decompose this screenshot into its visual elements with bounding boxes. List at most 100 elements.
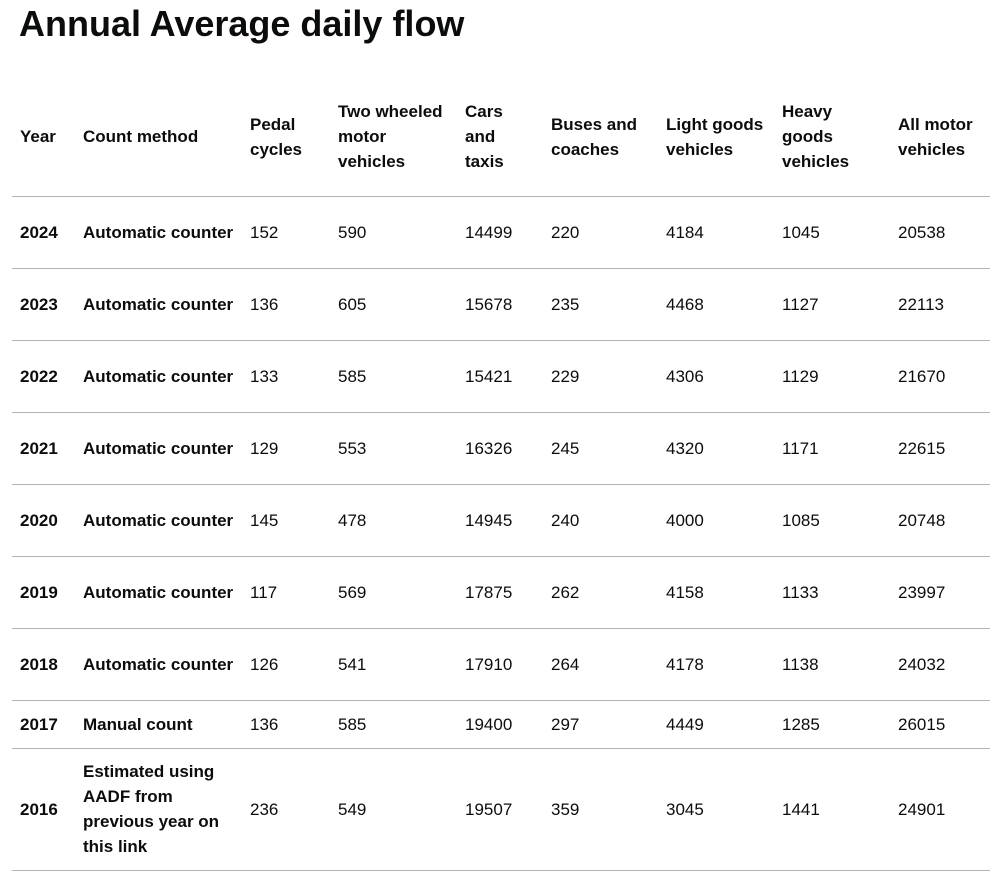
header-all-motor-vehicles: All motor vehicles	[890, 78, 990, 197]
all-motor-vehicles-cell: 21670	[890, 340, 990, 413]
pedal-cycles-cell: 136	[242, 268, 330, 341]
year-cell: 2017	[12, 700, 75, 749]
heavy-goods-cell: 1127	[774, 268, 890, 341]
buses-coaches-cell: 235	[543, 268, 658, 341]
table-header-row: Year Count method Pedal cycles Two wheel…	[12, 78, 990, 197]
light-goods-cell: 4184	[658, 196, 774, 269]
all-motor-vehicles-cell: 22615	[890, 412, 990, 485]
pedal-cycles-cell: 126	[242, 628, 330, 701]
all-motor-vehicles-cell: 23997	[890, 556, 990, 629]
light-goods-cell: 4000	[658, 484, 774, 557]
table-row: 2023 Automatic counter 136 605 15678 235…	[12, 268, 990, 341]
two-wheeled-cell: 585	[330, 340, 457, 413]
table-row: 2019 Automatic counter 117 569 17875 262…	[12, 556, 990, 629]
buses-coaches-cell: 220	[543, 196, 658, 269]
pedal-cycles-cell: 129	[242, 412, 330, 485]
count-method-cell: Estimated using AADF from previous year …	[75, 748, 242, 871]
all-motor-vehicles-cell: 20538	[890, 196, 990, 269]
all-motor-vehicles-cell: 20748	[890, 484, 990, 557]
count-method-cell: Automatic counter	[75, 412, 242, 485]
year-cell: 2021	[12, 412, 75, 485]
header-buses-and-coaches: Buses and coaches	[543, 78, 658, 197]
header-pedal-cycles: Pedal cycles	[242, 78, 330, 197]
buses-coaches-cell: 264	[543, 628, 658, 701]
header-count-method: Count method	[75, 78, 242, 197]
table-row: 2021 Automatic counter 129 553 16326 245…	[12, 412, 990, 485]
table-row: 2016 Estimated using AADF from previous …	[12, 748, 990, 871]
all-motor-vehicles-cell: 22113	[890, 268, 990, 341]
light-goods-cell: 3045	[658, 748, 774, 871]
pedal-cycles-cell: 145	[242, 484, 330, 557]
light-goods-cell: 4178	[658, 628, 774, 701]
cars-taxis-cell: 16326	[457, 412, 543, 485]
table-row: 2024 Automatic counter 152 590 14499 220…	[12, 196, 990, 269]
table-row: 2018 Automatic counter 126 541 17910 264…	[12, 628, 990, 701]
heavy-goods-cell: 1285	[774, 700, 890, 749]
two-wheeled-cell: 541	[330, 628, 457, 701]
cars-taxis-cell: 15421	[457, 340, 543, 413]
buses-coaches-cell: 245	[543, 412, 658, 485]
light-goods-cell: 4320	[658, 412, 774, 485]
buses-coaches-cell: 359	[543, 748, 658, 871]
page-title: Annual Average daily flow	[19, 3, 465, 44]
heavy-goods-cell: 1171	[774, 412, 890, 485]
buses-coaches-cell: 229	[543, 340, 658, 413]
cars-taxis-cell: 14945	[457, 484, 543, 557]
header-two-wheeled-motor-vehicles: Two wheeled motor vehicles	[330, 78, 457, 197]
two-wheeled-cell: 585	[330, 700, 457, 749]
year-cell: 2022	[12, 340, 75, 413]
year-cell: 2019	[12, 556, 75, 629]
two-wheeled-cell: 605	[330, 268, 457, 341]
header-cars-and-taxis: Cars and taxis	[457, 78, 543, 197]
buses-coaches-cell: 297	[543, 700, 658, 749]
all-motor-vehicles-cell: 24901	[890, 748, 990, 871]
table-row: 2017 Manual count 136 585 19400 297 4449…	[12, 700, 990, 749]
year-cell: 2023	[12, 268, 75, 341]
count-method-cell: Automatic counter	[75, 340, 242, 413]
table-row: 2022 Automatic counter 133 585 15421 229…	[12, 340, 990, 413]
heavy-goods-cell: 1138	[774, 628, 890, 701]
heavy-goods-cell: 1441	[774, 748, 890, 871]
year-cell: 2018	[12, 628, 75, 701]
heavy-goods-cell: 1133	[774, 556, 890, 629]
header-year: Year	[12, 78, 75, 197]
heavy-goods-cell: 1085	[774, 484, 890, 557]
two-wheeled-cell: 590	[330, 196, 457, 269]
two-wheeled-cell: 553	[330, 412, 457, 485]
table-row: 2020 Automatic counter 145 478 14945 240…	[12, 484, 990, 557]
two-wheeled-cell: 478	[330, 484, 457, 557]
light-goods-cell: 4306	[658, 340, 774, 413]
heavy-goods-cell: 1129	[774, 340, 890, 413]
count-method-cell: Automatic counter	[75, 556, 242, 629]
count-method-cell: Automatic counter	[75, 268, 242, 341]
count-method-cell: Automatic counter	[75, 196, 242, 269]
light-goods-cell: 4158	[658, 556, 774, 629]
heavy-goods-cell: 1045	[774, 196, 890, 269]
cars-taxis-cell: 14499	[457, 196, 543, 269]
two-wheeled-cell: 549	[330, 748, 457, 871]
header-light-goods-vehicles: Light goods vehicles	[658, 78, 774, 197]
count-method-cell: Automatic counter	[75, 628, 242, 701]
all-motor-vehicles-cell: 26015	[890, 700, 990, 749]
light-goods-cell: 4449	[658, 700, 774, 749]
year-cell: 2020	[12, 484, 75, 557]
two-wheeled-cell: 569	[330, 556, 457, 629]
year-cell: 2024	[12, 196, 75, 269]
count-method-cell: Automatic counter	[75, 484, 242, 557]
year-cell: 2016	[12, 748, 75, 871]
pedal-cycles-cell: 117	[242, 556, 330, 629]
cars-taxis-cell: 15678	[457, 268, 543, 341]
count-method-cell: Manual count	[75, 700, 242, 749]
pedal-cycles-cell: 236	[242, 748, 330, 871]
pedal-cycles-cell: 136	[242, 700, 330, 749]
cars-taxis-cell: 19400	[457, 700, 543, 749]
cars-taxis-cell: 17875	[457, 556, 543, 629]
cars-taxis-cell: 19507	[457, 748, 543, 871]
cars-taxis-cell: 17910	[457, 628, 543, 701]
light-goods-cell: 4468	[658, 268, 774, 341]
annual-average-daily-flow-table: Year Count method Pedal cycles Two wheel…	[12, 78, 990, 871]
header-heavy-goods-vehicles: Heavy goods vehicles	[774, 78, 890, 197]
pedal-cycles-cell: 133	[242, 340, 330, 413]
all-motor-vehicles-cell: 24032	[890, 628, 990, 701]
buses-coaches-cell: 240	[543, 484, 658, 557]
